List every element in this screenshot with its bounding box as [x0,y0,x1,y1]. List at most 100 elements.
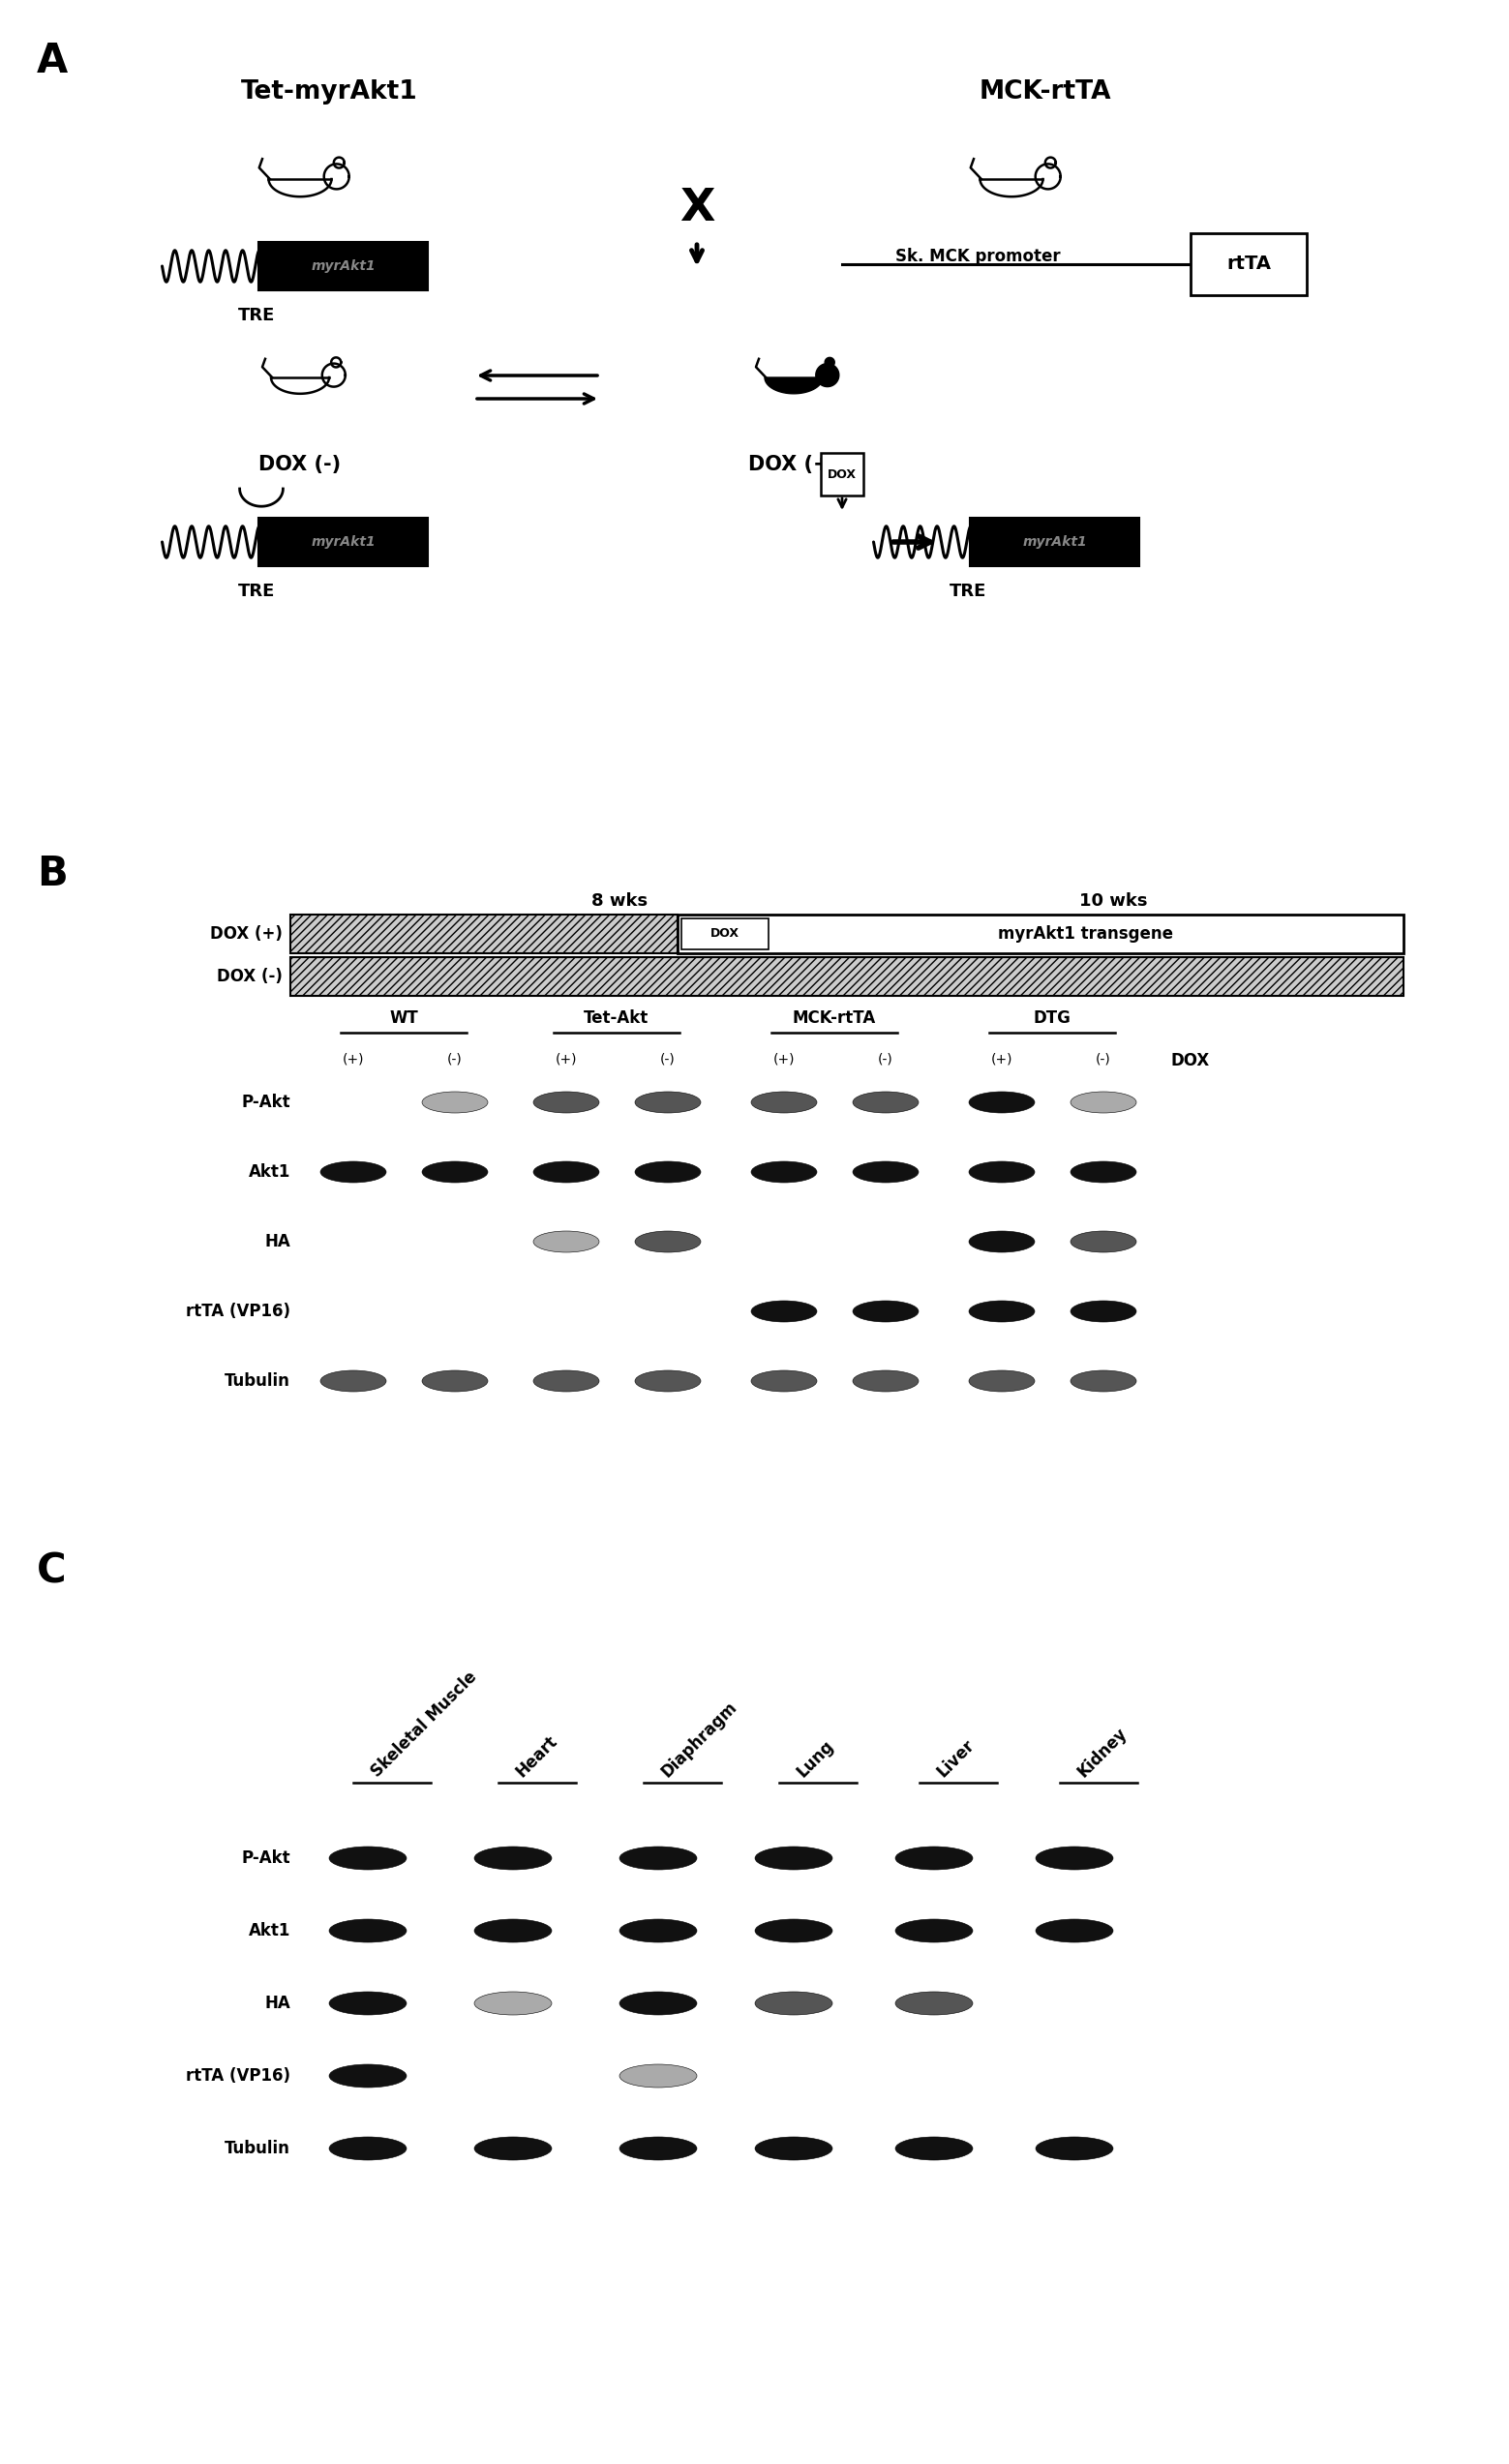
Text: DOX: DOX [827,468,857,480]
Ellipse shape [533,1232,599,1252]
Text: Akt1: Akt1 [249,1922,290,1939]
Ellipse shape [1070,1161,1136,1183]
Text: myrAkt1: myrAkt1 [311,259,376,274]
Text: Sk. MCK promoter: Sk. MCK promoter [895,249,1061,266]
Ellipse shape [1070,1232,1136,1252]
Ellipse shape [1070,1301,1136,1323]
Ellipse shape [620,2136,697,2161]
Ellipse shape [853,1161,919,1183]
Ellipse shape [329,2065,406,2087]
Text: (+): (+) [773,1052,795,1064]
Ellipse shape [329,1991,406,2016]
Bar [682,919,768,949]
Ellipse shape [423,1370,487,1392]
Text: Heart: Heart [513,1732,561,1781]
Text: C: C [36,1550,66,1592]
Polygon shape [825,357,834,367]
Ellipse shape [895,1846,973,1870]
Bar [821,453,863,495]
Ellipse shape [320,1370,386,1392]
Ellipse shape [751,1092,816,1114]
Ellipse shape [969,1161,1035,1183]
Ellipse shape [635,1370,700,1392]
Bar [678,914,1403,954]
Text: myrAkt1: myrAkt1 [311,535,376,549]
Ellipse shape [620,2065,697,2087]
Ellipse shape [533,1161,599,1183]
Polygon shape [765,377,822,394]
Ellipse shape [969,1232,1035,1252]
Text: P-Akt: P-Akt [241,1850,290,1868]
Ellipse shape [969,1370,1035,1392]
Text: DTG: DTG [1034,1010,1071,1027]
Text: myrAkt1: myrAkt1 [1023,535,1088,549]
Bar [260,517,429,567]
Ellipse shape [969,1092,1035,1114]
Text: TRE: TRE [238,308,275,325]
Bar [970,517,1139,567]
Ellipse shape [1035,2136,1114,2161]
Ellipse shape [320,1161,386,1183]
Text: P-Akt: P-Akt [241,1094,290,1111]
Text: Diaphragm: Diaphragm [658,1698,741,1781]
Text: Tubulin: Tubulin [225,1372,290,1390]
Ellipse shape [853,1301,919,1323]
Bar [1191,234,1307,296]
Ellipse shape [474,2136,552,2161]
Text: B: B [36,853,68,894]
Ellipse shape [1070,1092,1136,1114]
Ellipse shape [853,1370,919,1392]
Text: (-): (-) [447,1052,463,1064]
Text: rtTA: rtTA [1227,254,1271,274]
Text: MCK-rtTA: MCK-rtTA [979,79,1112,103]
Text: Kidney: Kidney [1074,1725,1130,1781]
Text: A: A [36,39,68,81]
Text: HA: HA [264,1996,290,2013]
Ellipse shape [751,1161,816,1183]
Text: Akt1: Akt1 [249,1163,290,1180]
Ellipse shape [635,1161,700,1183]
Text: Liver: Liver [934,1737,978,1781]
Ellipse shape [751,1370,816,1392]
Ellipse shape [533,1092,599,1114]
Ellipse shape [620,1846,697,1870]
Text: (-): (-) [661,1052,676,1064]
Text: Lung: Lung [794,1737,837,1781]
Ellipse shape [1070,1370,1136,1392]
Text: DOX (+): DOX (+) [210,924,282,944]
Text: DOX (-): DOX (-) [217,968,282,986]
Text: TRE: TRE [949,582,987,601]
Text: (+): (+) [343,1052,364,1064]
Text: 8 wks: 8 wks [592,892,647,909]
Text: HA: HA [264,1232,290,1249]
Ellipse shape [329,2136,406,2161]
Ellipse shape [635,1232,700,1252]
Text: (+): (+) [991,1052,1013,1064]
Text: Skeletal Muscle: Skeletal Muscle [368,1668,480,1781]
Text: Tubulin: Tubulin [225,2139,290,2156]
Text: rtTA (VP16): rtTA (VP16) [186,2067,290,2085]
Ellipse shape [329,1919,406,1942]
Text: X: X [679,187,715,229]
Ellipse shape [474,1919,552,1942]
Text: (+): (+) [555,1052,576,1064]
Ellipse shape [969,1301,1035,1323]
Ellipse shape [754,1846,833,1870]
Text: TRE: TRE [238,582,275,601]
Ellipse shape [895,1991,973,2016]
Text: myrAkt1 transgene: myrAkt1 transgene [999,924,1174,944]
Bar [260,241,429,291]
Ellipse shape [620,1919,697,1942]
Ellipse shape [1035,1919,1114,1942]
Text: 10 wks: 10 wks [1079,892,1147,909]
Ellipse shape [754,2136,833,2161]
Ellipse shape [620,1991,697,2016]
Ellipse shape [754,1919,833,1942]
Text: DOX: DOX [1171,1052,1210,1069]
Ellipse shape [474,1991,552,2016]
Ellipse shape [423,1161,487,1183]
Ellipse shape [754,1991,833,2016]
Text: rtTA (VP16): rtTA (VP16) [186,1303,290,1321]
Ellipse shape [853,1092,919,1114]
Bar [290,956,1403,995]
